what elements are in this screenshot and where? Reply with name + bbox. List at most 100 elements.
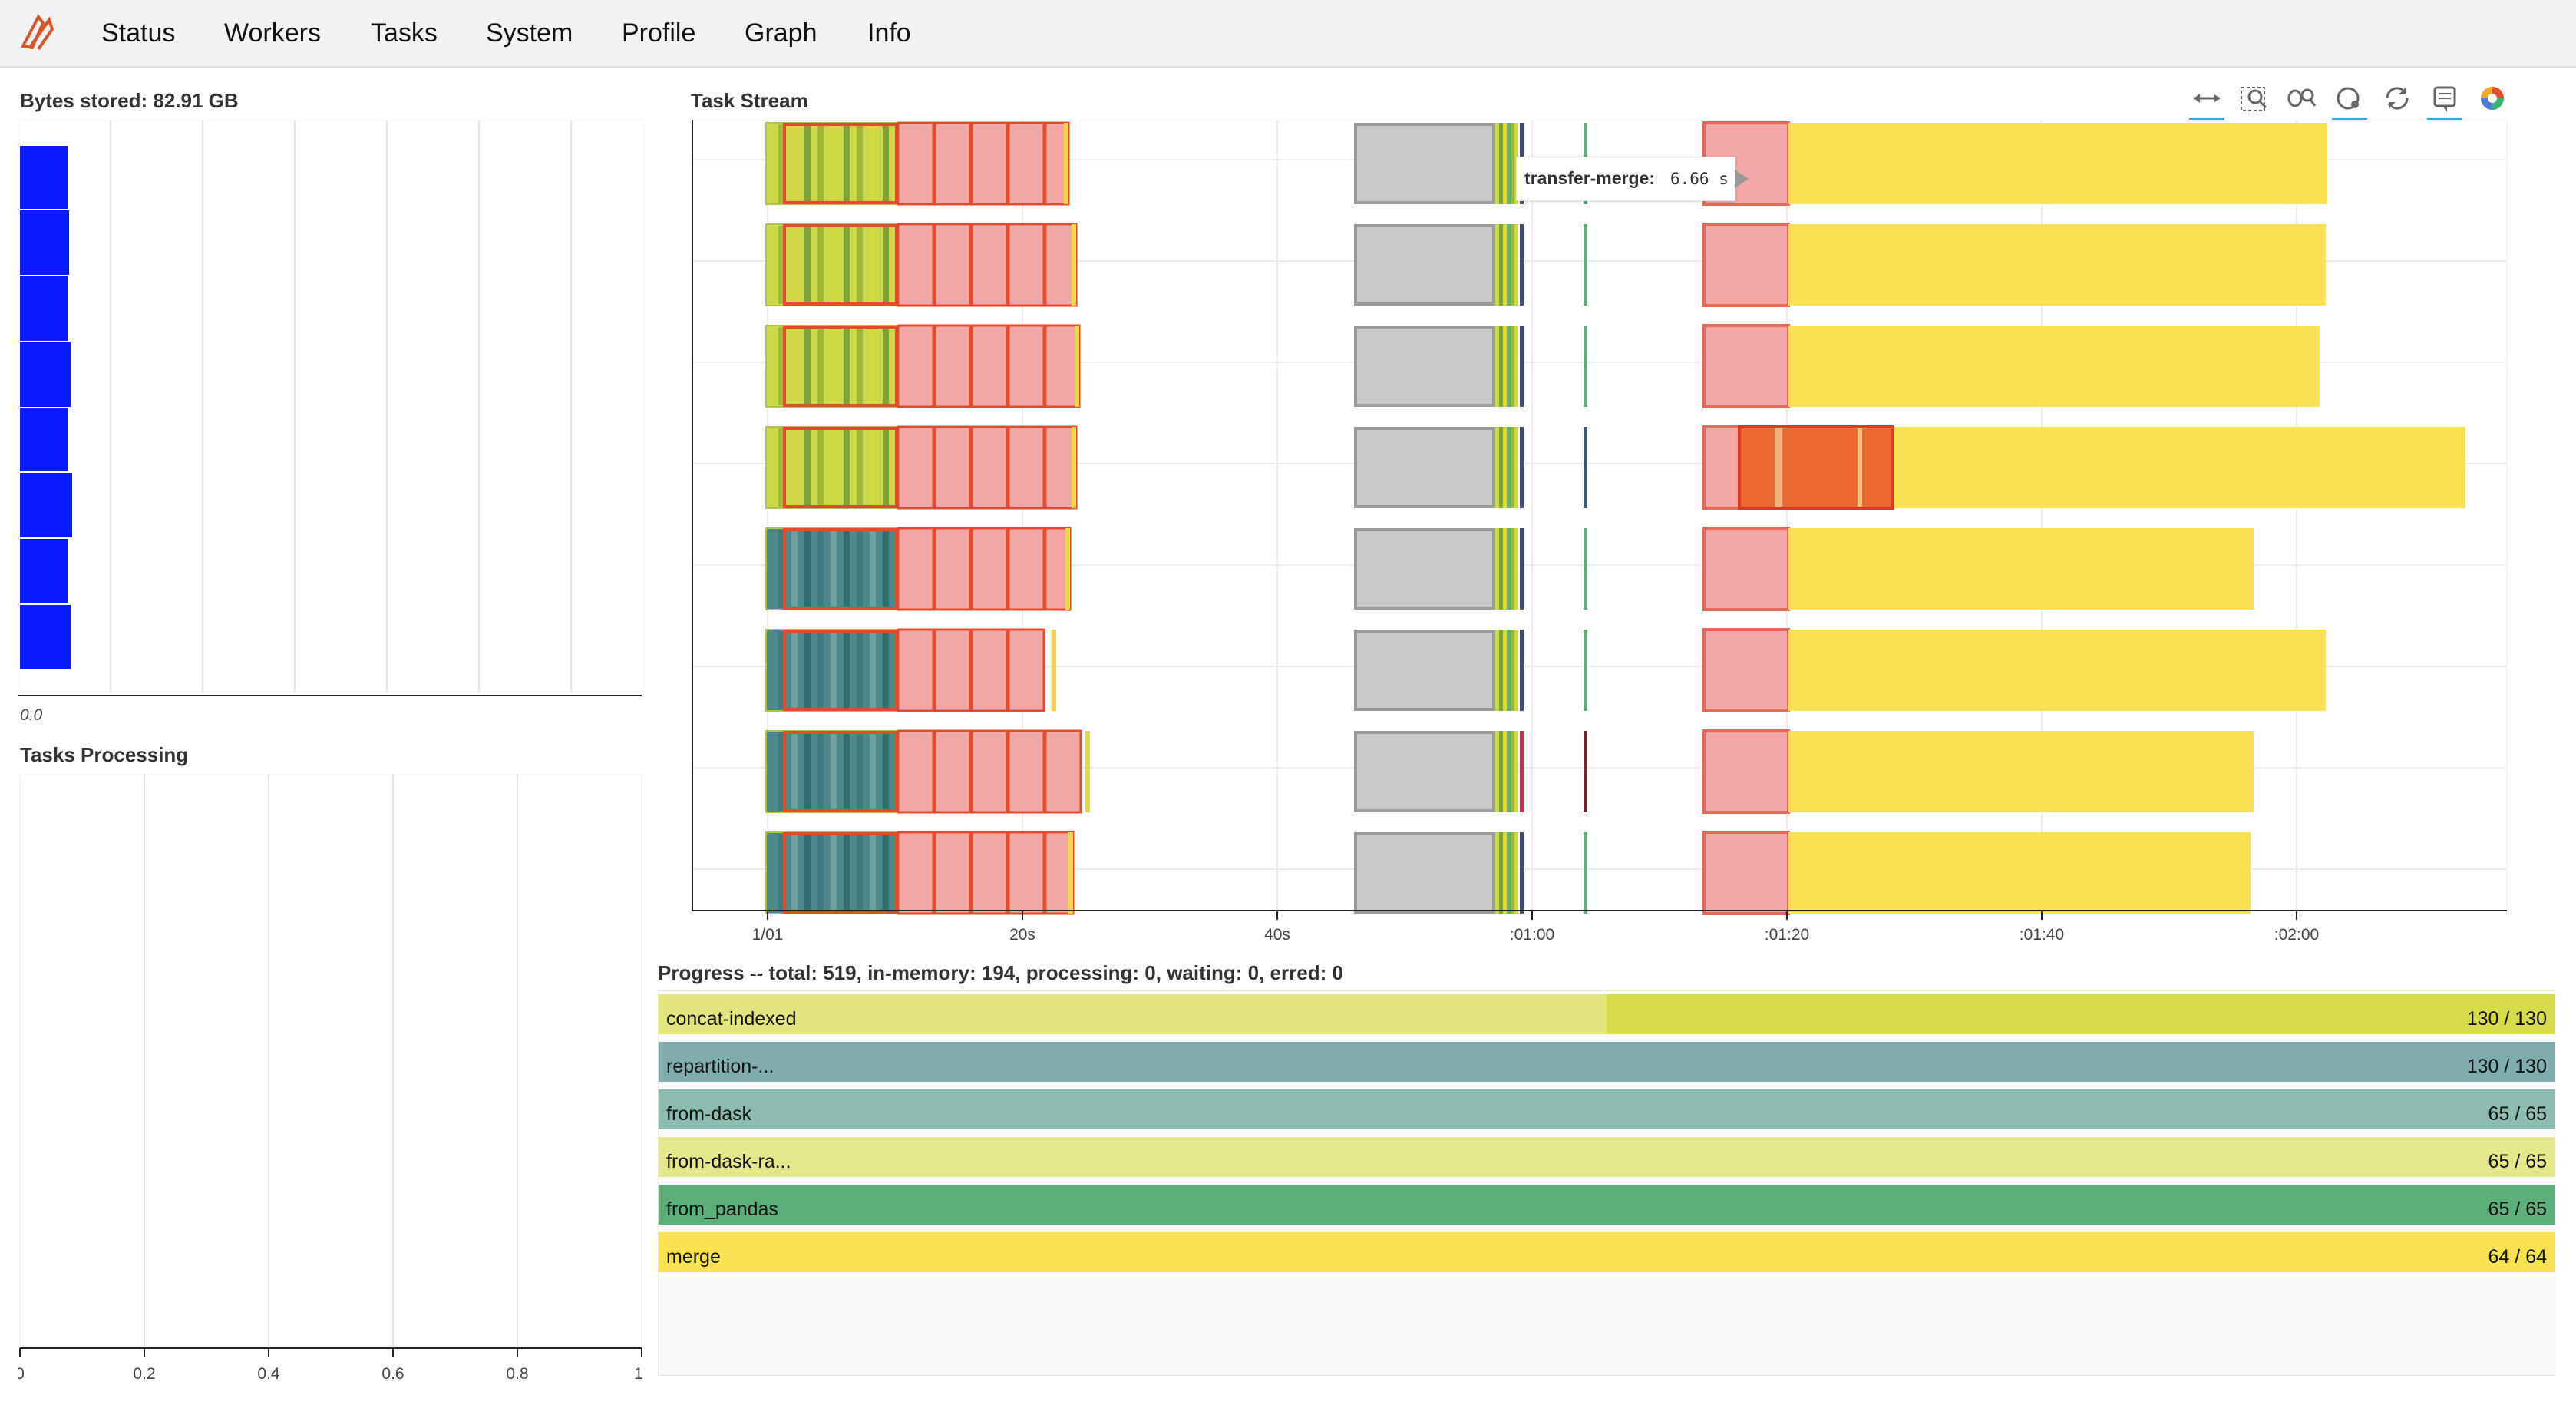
task-bar-sliver-dark — [1520, 630, 1524, 711]
tp-tick-1: 0.2 — [133, 1365, 155, 1383]
task-bar-sliver — [1858, 428, 1862, 507]
task-bar-sliver — [831, 834, 837, 912]
task-bar-sliver — [1514, 630, 1518, 711]
dask-logo-icon[interactable] — [15, 8, 63, 55]
task-bar-sliver — [1507, 630, 1511, 711]
progress-row-from-dask[interactable]: from-dask 65 / 65 — [659, 1089, 2555, 1129]
task-bar-compute — [897, 121, 935, 206]
task-bar-sliver — [817, 732, 824, 811]
bytes-bar-worker-5 — [20, 408, 68, 471]
task-bar-sliver — [1514, 224, 1518, 306]
task-bar-sliver — [857, 834, 863, 912]
task-bar-sliver — [778, 631, 784, 709]
task-bar-sliver — [1495, 427, 1499, 508]
task-bar-sliver — [1499, 427, 1503, 508]
task-bar-sliver — [778, 530, 784, 608]
progress-row-name: repartition-... — [666, 1056, 774, 1077]
save-icon[interactable] — [2424, 80, 2465, 121]
hover-icon[interactable] — [2329, 80, 2370, 121]
progress-fill-done — [659, 1042, 2555, 1082]
task-bar-sliver — [883, 124, 889, 203]
task-bar-sliver — [831, 226, 837, 304]
task-bar-sliver — [778, 834, 784, 912]
task-bar-compute — [1007, 729, 1045, 814]
task-bar-sliver — [1495, 832, 1499, 914]
task-bar-sliver — [1503, 123, 1507, 204]
task-bar-sliver — [1511, 326, 1514, 407]
bytes-bar-worker-1 — [20, 146, 68, 209]
task-bar-sliver — [844, 428, 850, 507]
task-bar-thin — [1584, 326, 1587, 407]
wheel-zoom-icon[interactable] — [2281, 80, 2323, 121]
task-bar-edge — [1064, 123, 1068, 204]
task-bar-sliver — [831, 428, 837, 507]
bytes-bar-worker-3 — [20, 276, 68, 341]
task-bar-transfer — [1354, 832, 1495, 914]
task-bar-sliver — [778, 124, 784, 203]
bytes-stored-chart[interactable]: 0.0 — [18, 120, 645, 726]
task-bar-sliver — [883, 631, 889, 709]
task-bar-sliver — [1495, 326, 1499, 407]
stream-row-7 — [765, 729, 2254, 814]
task-bar-sliver — [1514, 326, 1518, 407]
task-bar-sliver — [1499, 224, 1503, 306]
task-bar-overlap — [783, 528, 898, 610]
task-bar-sliver-dark — [1520, 731, 1524, 812]
nav-graph[interactable]: Graph — [745, 18, 817, 48]
task-bar-overlap — [783, 123, 898, 204]
task-bar-sliver — [831, 327, 837, 405]
bokeh-logo-icon[interactable] — [2472, 80, 2513, 121]
task-bar-sliver — [817, 226, 824, 304]
progress-row-repartition[interactable]: repartition-... 130 / 130 — [659, 1042, 2555, 1082]
stream-tick-label: :02:00 — [2274, 926, 2319, 944]
nav-info[interactable]: Info — [867, 18, 911, 48]
task-bar-sliver — [1511, 123, 1514, 204]
task-bar-sliver — [1503, 731, 1507, 812]
task-bar-transfer — [1354, 630, 1495, 711]
tooltip-label: transfer-merge: — [1524, 168, 1655, 188]
nav-workers[interactable]: Workers — [224, 18, 321, 48]
task-bar-compute — [1007, 628, 1045, 712]
task-bar-sliver — [1511, 224, 1514, 306]
task-bar-sliver — [791, 428, 798, 507]
reset-icon[interactable] — [2376, 80, 2418, 121]
progress-row-from-dask-ra[interactable]: from-dask-ra... 65 / 65 — [659, 1137, 2555, 1177]
task-bar-compute — [970, 628, 1009, 712]
task-bar-compute — [970, 831, 1009, 915]
bytes-bar-worker-7 — [20, 539, 68, 603]
stream-row-1 — [765, 121, 2327, 206]
task-bar-sliver — [1503, 224, 1507, 306]
task-bar-edge — [1068, 832, 1073, 914]
progress-fill-memory — [659, 994, 1607, 1034]
task-bar-sliver — [804, 124, 811, 203]
task-bar-sliver — [778, 428, 784, 507]
task-bar-sliver-dark — [1520, 224, 1524, 306]
nav-tasks[interactable]: Tasks — [371, 18, 438, 48]
progress-row-concat-indexed[interactable]: concat-indexed 130 / 130 — [659, 994, 2555, 1034]
progress-row-merge[interactable]: merge 64 / 64 — [659, 1232, 2555, 1272]
nav-system[interactable]: System — [486, 18, 573, 48]
task-bar-compute — [1007, 425, 1045, 510]
task-bar-sliver — [1514, 832, 1518, 914]
task-bar-sliver — [831, 732, 837, 811]
task-bar-sliver — [870, 530, 876, 608]
task-bar-compute — [1007, 831, 1045, 915]
task-bar-sliver — [778, 226, 784, 304]
nav-status[interactable]: Status — [101, 18, 176, 48]
task-bar-sliver — [831, 631, 837, 709]
progress-row-from-pandas[interactable]: from_pandas 65 / 65 — [659, 1185, 2555, 1225]
stream-row-2 — [765, 223, 2326, 307]
task-bar-sliver — [791, 327, 798, 405]
task-bar-compute — [1007, 223, 1045, 307]
task-bar-sliver — [1503, 528, 1507, 610]
task-stream-chart[interactable]: 1/01 20s 40s:01:00:01:20:01:40:02:00 — [691, 120, 2518, 949]
task-bar-overlap — [783, 224, 898, 306]
task-bar-merge-start — [1702, 831, 1790, 915]
tasks-processing-chart[interactable]: 0 0.2 0.4 0.6 0.8 1 — [18, 774, 656, 1388]
stream-row-5 — [765, 527, 2254, 611]
task-bar-compute — [897, 223, 935, 307]
box-zoom-icon[interactable] — [2234, 80, 2275, 121]
nav-profile[interactable]: Profile — [622, 18, 696, 48]
pan-icon[interactable] — [2186, 80, 2228, 121]
task-bar-sliver — [883, 530, 889, 608]
